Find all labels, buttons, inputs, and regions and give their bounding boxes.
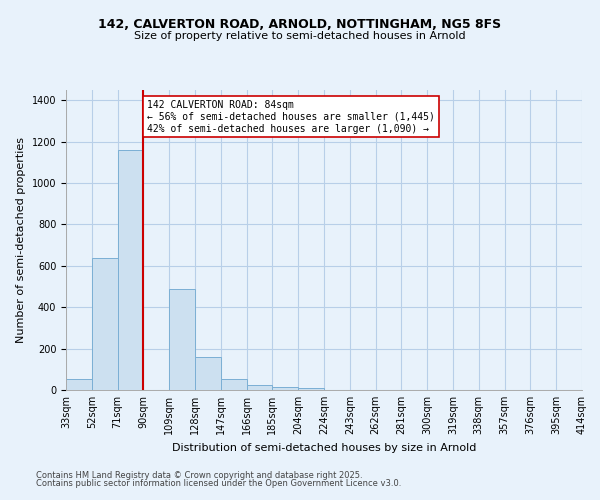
- Bar: [247, 385, 272, 390]
- Text: 142, CALVERTON ROAD, ARNOLD, NOTTINGHAM, NG5 8FS: 142, CALVERTON ROAD, ARNOLD, NOTTINGHAM,…: [98, 18, 502, 30]
- Bar: [66, 378, 92, 390]
- Bar: [118, 150, 143, 390]
- Bar: [221, 378, 247, 390]
- Bar: [298, 388, 324, 390]
- Bar: [195, 357, 221, 390]
- Bar: [92, 258, 118, 390]
- Bar: [272, 387, 298, 390]
- Text: Size of property relative to semi-detached houses in Arnold: Size of property relative to semi-detach…: [134, 31, 466, 41]
- Y-axis label: Number of semi-detached properties: Number of semi-detached properties: [16, 137, 26, 343]
- Bar: [169, 288, 195, 390]
- Text: 142 CALVERTON ROAD: 84sqm
← 56% of semi-detached houses are smaller (1,445)
42% : 142 CALVERTON ROAD: 84sqm ← 56% of semi-…: [147, 100, 435, 134]
- X-axis label: Distribution of semi-detached houses by size in Arnold: Distribution of semi-detached houses by …: [172, 442, 476, 452]
- Text: Contains HM Land Registry data © Crown copyright and database right 2025.: Contains HM Land Registry data © Crown c…: [36, 470, 362, 480]
- Text: Contains public sector information licensed under the Open Government Licence v3: Contains public sector information licen…: [36, 479, 401, 488]
